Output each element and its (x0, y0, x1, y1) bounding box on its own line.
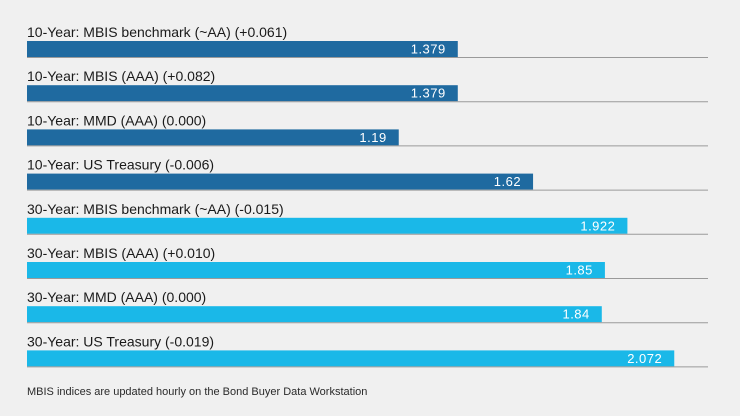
value-label: 1.922 (580, 218, 615, 233)
value-label: 1.379 (411, 42, 446, 57)
category-label: 10-Year: MBIS benchmark (~AA) (+0.061) (27, 24, 287, 40)
category-label: 30-Year: MBIS (AAA) (+0.010) (27, 245, 215, 261)
bar (27, 85, 458, 102)
value-label: 1.379 (411, 86, 446, 101)
value-label: 1.84 (562, 307, 589, 322)
category-label: 10-Year: US Treasury (-0.006) (27, 157, 214, 173)
category-label: 10-Year: MBIS (AAA) (+0.082) (27, 68, 215, 84)
value-label: 2.072 (627, 351, 662, 366)
bar (27, 41, 458, 57)
bar (27, 217, 628, 234)
bar (27, 306, 602, 323)
value-label: 1.62 (494, 174, 521, 189)
bar (27, 173, 534, 190)
category-label: 10-Year: MMD (AAA) (0.000) (27, 112, 206, 128)
bar (27, 350, 675, 367)
category-label: 30-Year: US Treasury (-0.019) (27, 333, 214, 349)
bar (27, 129, 399, 146)
footnote: MBIS indices are updated hourly on the B… (27, 386, 368, 398)
bar (27, 262, 605, 278)
value-label: 1.19 (359, 130, 386, 145)
value-label: 1.85 (566, 263, 593, 278)
category-label: 30-Year: MMD (AAA) (0.000) (27, 289, 206, 305)
category-label: 30-Year: MBIS benchmark (~AA) (-0.015) (27, 201, 284, 217)
